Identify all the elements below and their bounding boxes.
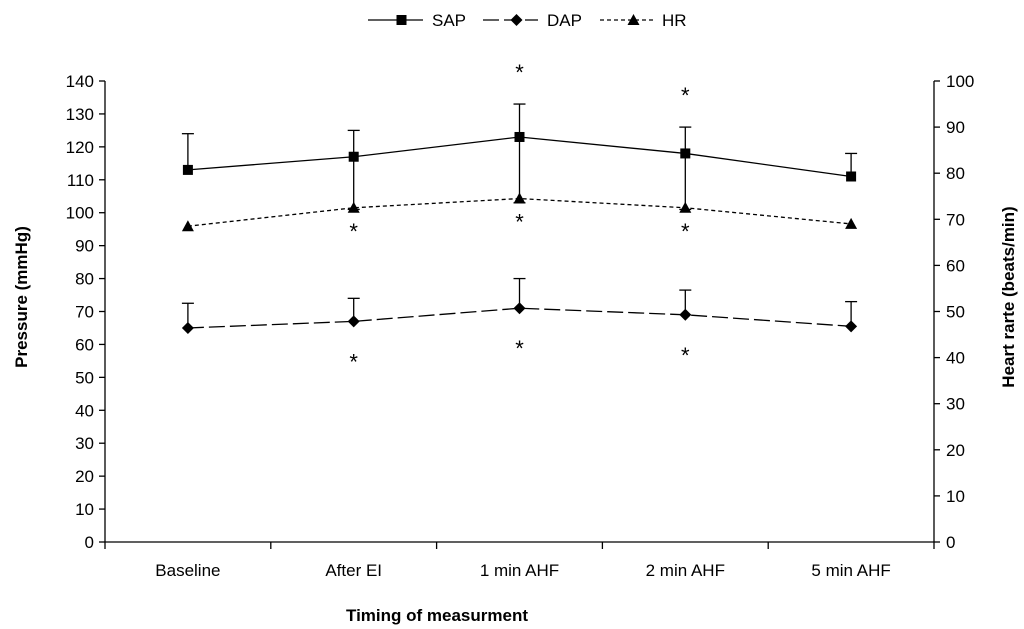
x-tick-label: 1 min AHF	[480, 561, 559, 580]
hr-significance-mark: *	[681, 219, 690, 244]
sap-point	[182, 164, 193, 175]
y-tick-label: 30	[75, 434, 94, 453]
hr-point	[845, 217, 858, 229]
y-tick-label: 70	[75, 303, 94, 322]
y2-tick-label: 100	[946, 72, 974, 91]
axes: 0 10 20 30 40 50 60 70 80 90 100 110 120 130 140 0 10 20 3…	[66, 72, 975, 580]
legend: SAP DAP HR	[368, 11, 687, 30]
y2-tick-label: 0	[946, 533, 955, 552]
sap-point	[680, 148, 691, 159]
dap-significance-mark: *	[515, 336, 524, 361]
x-tick-label: 2 min AHF	[646, 561, 725, 580]
hr-significance-mark: *	[349, 219, 358, 244]
legend-dap-label: DAP	[547, 11, 582, 30]
sap-point	[514, 131, 525, 142]
x-tick-label: Baseline	[155, 561, 220, 580]
y2-tick-label: 60	[946, 256, 965, 275]
dap-significance-mark: *	[681, 343, 690, 368]
y2-tick-label: 90	[946, 118, 965, 137]
hr-significance-mark: *	[515, 210, 524, 235]
y2-tick-label: 80	[946, 164, 965, 183]
x-tick-label: 5 min AHF	[811, 561, 890, 580]
significance-marks: * * * * * * * *	[349, 60, 690, 374]
sap-point	[348, 151, 359, 162]
y-tick-label: 50	[75, 368, 94, 387]
legend-dap-marker	[510, 14, 523, 26]
sap-significance-mark: *	[515, 60, 524, 85]
y2-tick-label: 20	[946, 441, 965, 460]
y-tick-label: 60	[75, 335, 94, 354]
hr-point	[181, 220, 194, 232]
y-tick-label: 90	[75, 237, 94, 256]
sap-significance-mark: *	[681, 83, 690, 108]
y-tick-label: 20	[75, 467, 94, 486]
y2-tick-label: 40	[946, 349, 965, 368]
x-axis-title: Timing of measurment	[346, 606, 528, 625]
legend-hr-label: HR	[662, 11, 687, 30]
legend-sap-marker	[396, 15, 407, 25]
hr-point	[679, 201, 692, 213]
dap-series-line	[187, 307, 852, 329]
y2-tick-label: 30	[946, 395, 965, 414]
y2-axis-title: Heart rarte (beats/min)	[999, 206, 1018, 387]
hr-point	[347, 201, 360, 213]
y-axis-title: Pressure (mmHg)	[12, 226, 31, 368]
y-tick-label: 140	[66, 72, 94, 91]
dap-point	[181, 321, 194, 334]
x-tick-label: After EI	[325, 561, 382, 580]
y2-tick-label: 10	[946, 487, 965, 506]
y-tick-label: 100	[66, 204, 94, 223]
dap-significance-mark: *	[349, 349, 358, 374]
data-markers	[181, 131, 858, 334]
y-tick-label: 40	[75, 401, 94, 420]
hr-point	[513, 192, 526, 204]
y-tick-label: 110	[67, 171, 94, 190]
error-bars	[181, 103, 858, 328]
y2-tick-label: 70	[946, 210, 965, 229]
legend-hr-marker	[627, 14, 640, 25]
sap-point	[846, 171, 857, 182]
y-tick-label: 80	[75, 270, 94, 289]
dap-point	[679, 308, 692, 321]
legend-sap-label: SAP	[432, 11, 466, 30]
dap-point	[845, 320, 858, 333]
y2-tick-label: 50	[946, 303, 965, 322]
y-tick-label: 10	[75, 500, 94, 519]
dap-point	[347, 315, 360, 328]
y-tick-label: 0	[85, 533, 94, 552]
dap-point	[513, 302, 526, 315]
y-tick-label: 120	[66, 138, 94, 157]
y-tick-label: 130	[66, 105, 94, 124]
